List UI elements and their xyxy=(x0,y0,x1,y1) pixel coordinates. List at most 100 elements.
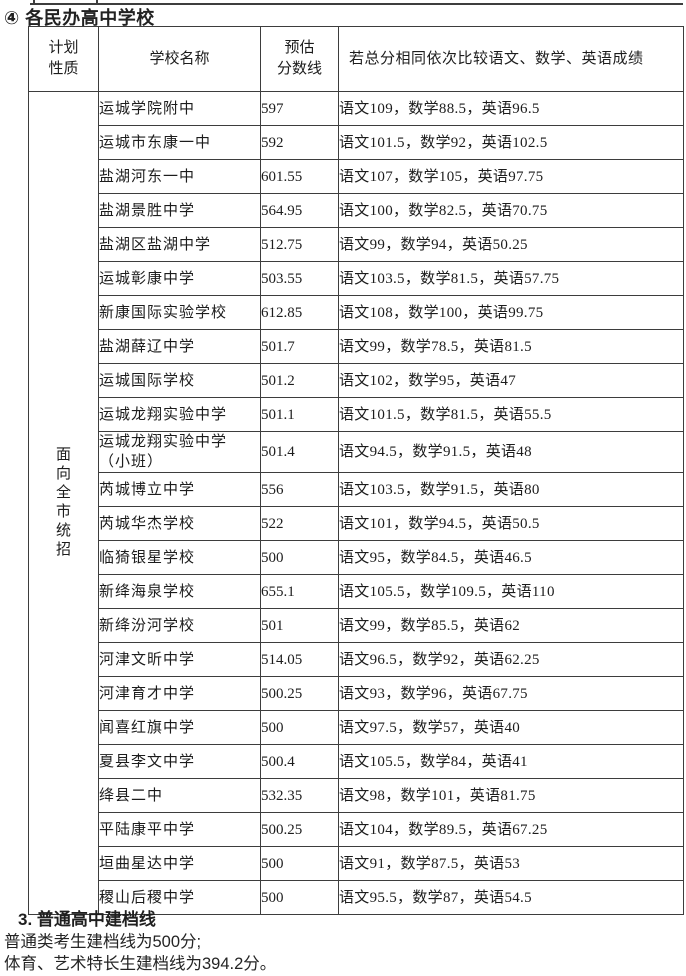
school-name-cell: 垣曲星达中学 xyxy=(98,846,261,881)
school-name-cell: 芮城华杰学校 xyxy=(98,506,261,541)
score-cell: 601.55 xyxy=(260,159,339,194)
table-row: 临猗银星学校 500 语文95，数学84.5，英语46.5 xyxy=(29,540,684,575)
score-cell: 512.75 xyxy=(260,227,339,262)
tiebreak-cell: 语文100，数学82.5，英语70.75 xyxy=(338,193,684,228)
score-cell: 501 xyxy=(260,608,339,643)
previous-table-bottom-border xyxy=(30,3,683,5)
tiebreak-cell: 语文98，数学101，英语81.75 xyxy=(338,778,684,813)
table-row: 平陆康平中学 500.25 语文104，数学89.5，英语67.25 xyxy=(29,812,684,847)
table-row: 盐湖区盐湖中学 512.75 语文99，数学94，英语50.25 xyxy=(29,227,684,262)
table-row: 运城龙翔实验中学 501.1 语文101.5，数学81.5，英语55.5 xyxy=(29,397,684,432)
score-cell: 592 xyxy=(260,125,339,160)
school-name-cell: 运城学院附中 xyxy=(98,91,261,126)
table-row: 盐湖薛辽中学 501.7 语文99，数学78.5，英语81.5 xyxy=(29,329,684,364)
table-row: 运城市东康一中 592 语文101.5，数学92，英语102.5 xyxy=(29,125,684,160)
table-row: 面向全市统招 运城学院附中 597 语文109，数学88.5，英语96.5 xyxy=(28,91,684,915)
plan-type-merged-cell: 面向全市统招 xyxy=(28,91,99,915)
school-name-cell: 平陆康平中学 xyxy=(98,812,261,847)
table-row: 新康国际实验学校 612.85 语文108，数学100，英语99.75 xyxy=(29,295,684,330)
table-row: 河津文昕中学 514.05 语文96.5，数学92，英语62.25 xyxy=(29,642,684,677)
tiebreak-cell: 语文101.5，数学92，英语102.5 xyxy=(338,125,684,160)
table-body: 面向全市统招 运城学院附中 597 语文109，数学88.5，英语96.5 运城市… xyxy=(28,91,684,915)
school-name-cell: 芮城博立中学 xyxy=(98,472,261,507)
tiebreak-cell: 语文108，数学100，英语99.75 xyxy=(338,295,684,330)
header-score-line2: 分数线 xyxy=(276,61,322,77)
score-cell: 522 xyxy=(260,506,339,541)
section-heading: 3. 普通高中建档线 xyxy=(18,910,156,929)
table-row: 运城国际学校 501.2 语文102，数学95，英语47 xyxy=(29,363,684,398)
header-plan-type-line2: 性质 xyxy=(48,61,79,77)
score-cell: 500.4 xyxy=(260,744,339,779)
school-name-cell: 运城国际学校 xyxy=(98,363,261,398)
table-row: 盐湖景胜中学 564.95 语文100，数学82.5，英语70.75 xyxy=(29,193,684,228)
tiebreak-cell: 语文91，数学87.5，英语53 xyxy=(338,846,684,881)
score-cell: 501.1 xyxy=(260,397,339,432)
score-cell: 500 xyxy=(260,710,339,745)
school-name-cell: 新绛汾河学校 xyxy=(98,608,261,643)
tiebreak-cell: 语文103.5，数学91.5，英语80 xyxy=(338,472,684,507)
tiebreak-cell: 语文109，数学88.5，英语96.5 xyxy=(338,91,684,126)
school-name-cell: 河津文昕中学 xyxy=(98,642,261,677)
tiebreak-cell: 语文99，数学78.5，英语81.5 xyxy=(338,329,684,364)
school-name-cell: 运城彰康中学 xyxy=(98,261,261,296)
school-name-cell: 盐湖景胜中学 xyxy=(98,193,261,228)
school-name-cell: 盐湖区盐湖中学 xyxy=(98,227,261,262)
table-row: 夏县李文中学 500.4 语文105.5，数学84，英语41 xyxy=(29,744,684,779)
score-cell: 501.2 xyxy=(260,363,339,398)
tiebreak-cell: 语文99，数学85.5，英语62 xyxy=(338,608,684,643)
tiebreak-cell: 语文101，数学94.5，英语50.5 xyxy=(338,506,684,541)
score-cell: 500 xyxy=(260,880,339,915)
plan-type-vertical-text: 面向全市统招 xyxy=(55,447,71,558)
school-name-cell: 绛县二中 xyxy=(98,778,261,813)
school-name-cell: 新绛海泉学校 xyxy=(98,574,261,609)
tiebreak-cell: 语文104，数学89.5，英语67.25 xyxy=(338,812,684,847)
score-cell: 597 xyxy=(260,91,339,126)
tiebreak-cell: 语文107，数学105，英语97.75 xyxy=(338,159,684,194)
header-plan-type: 计划 性质 xyxy=(28,26,99,92)
school-name-cell: 盐湖薛辽中学 xyxy=(98,329,261,364)
tiebreak-cell: 语文97.5，数学57，英语40 xyxy=(338,710,684,745)
table-header-row: 计划 性质 学校名称 预估 分数线 若总分相同依次比较语文、数学、英语成绩 xyxy=(28,26,684,92)
tiebreak-cell: 语文102，数学95，英语47 xyxy=(338,363,684,398)
score-cell: 564.95 xyxy=(260,193,339,228)
school-score-table: 计划 性质 学校名称 预估 分数线 若总分相同依次比较语文、数学、英语成绩 面向全市… xyxy=(28,26,684,915)
tiebreak-cell: 语文93，数学96，英语67.75 xyxy=(338,676,684,711)
school-name-cell: 闻喜红旗中学 xyxy=(98,710,261,745)
table-row: 芮城博立中学 556 语文103.5，数学91.5，英语80 xyxy=(29,472,684,507)
tiebreak-cell: 语文95.5，数学87，英语54.5 xyxy=(338,880,684,915)
school-name-cell: 新康国际实验学校 xyxy=(98,295,261,330)
school-name-cell: 运城龙翔实验中学 xyxy=(98,397,261,432)
archive-line-note-special: 体育、艺术特长生建档线为394.2分。 xyxy=(4,955,277,973)
score-cell: 556 xyxy=(260,472,339,507)
score-cell: 501.4 xyxy=(260,431,339,473)
score-cell: 503.55 xyxy=(260,261,339,296)
table-row: 新绛汾河学校 501 语文99，数学85.5，英语62 xyxy=(29,608,684,643)
score-cell: 500.25 xyxy=(260,812,339,847)
school-name-cell: 稷山后稷中学 xyxy=(98,880,261,915)
score-cell: 655.1 xyxy=(260,574,339,609)
header-school-name: 学校名称 xyxy=(98,26,261,92)
previous-table-border-stub xyxy=(33,0,35,5)
score-cell: 532.35 xyxy=(260,778,339,813)
table-row: 闻喜红旗中学 500 语文97.5，数学57，英语40 xyxy=(29,710,684,745)
score-cell: 500 xyxy=(260,540,339,575)
school-name-cell: 临猗银星学校 xyxy=(98,540,261,575)
tiebreak-cell: 语文95，数学84.5，英语46.5 xyxy=(338,540,684,575)
tiebreak-cell: 语文103.5，数学81.5，英语57.75 xyxy=(338,261,684,296)
score-cell: 500.25 xyxy=(260,676,339,711)
score-cell: 612.85 xyxy=(260,295,339,330)
tiebreak-cell: 语文99，数学94，英语50.25 xyxy=(338,227,684,262)
table-row: 芮城华杰学校 522 语文101，数学94.5，英语50.5 xyxy=(29,506,684,541)
school-name-cell: 夏县李文中学 xyxy=(98,744,261,779)
header-score-line: 预估 分数线 xyxy=(260,26,339,92)
table-row: 河津育才中学 500.25 语文93，数学96，英语67.75 xyxy=(29,676,684,711)
table-row: 新绛海泉学校 655.1 语文105.5，数学109.5，英语110 xyxy=(29,574,684,609)
score-cell: 500 xyxy=(260,846,339,881)
tiebreak-cell: 语文105.5，数学109.5，英语110 xyxy=(338,574,684,609)
school-name-cell: 盐湖河东一中 xyxy=(98,159,261,194)
score-cell: 514.05 xyxy=(260,642,339,677)
school-name-cell: 河津育才中学 xyxy=(98,676,261,711)
header-score-line1: 预估 xyxy=(284,40,315,56)
table-row: 运城龙翔实验中学 （小班） 501.4 语文94.5，数学91.5，英语48 xyxy=(29,431,684,473)
